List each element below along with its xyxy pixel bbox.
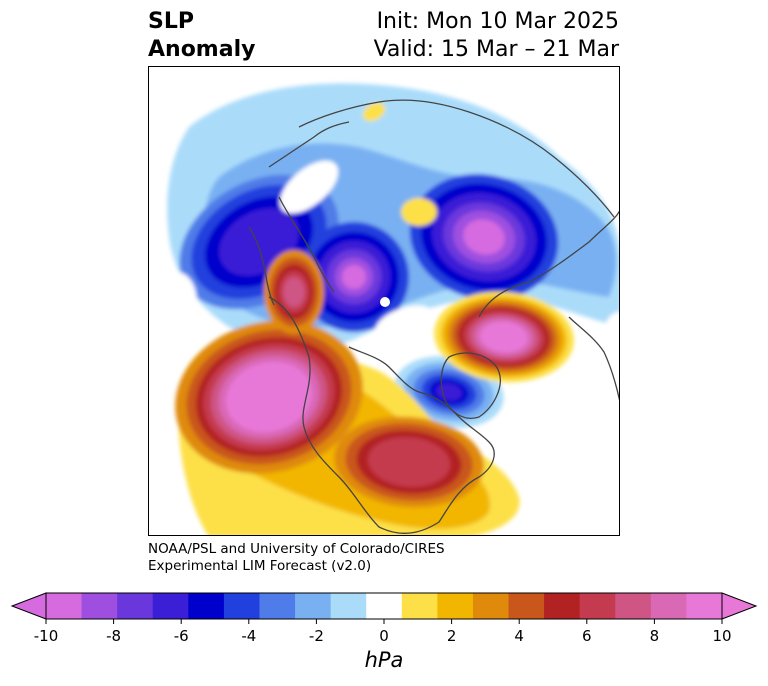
low-greenland-arctic-west [299,222,409,332]
high-northeast-pacific-contour [225,361,313,433]
colorbar-segment [46,593,83,619]
title-left: SLP Anomaly [148,8,255,64]
colorbar-tick-label: 2 [446,627,457,645]
coastline-segment [440,352,501,419]
high-central-canada-contour [401,198,437,226]
high-eastern-north-america-contour [367,437,451,487]
coastline-segment [298,99,615,218]
credit-text: NOAA/PSL and University of Colorado/CIRE… [148,541,445,575]
colorbar-segment [117,593,154,619]
colorbar-segment [544,593,581,619]
low-southern-greenland-contour [435,383,463,401]
title-field: SLP [148,9,194,34]
colorbar-segment [259,593,296,619]
colorbar-segment [472,593,510,619]
high-north-atlantic-scandinavia [434,291,574,383]
coastline-segment [278,196,335,293]
near-zero-region [375,305,433,339]
coastline-segment [268,296,495,534]
north-pole-marker [380,297,390,307]
colorbar-segment [686,593,723,619]
colorbar-tick-label: 6 [582,627,592,645]
near-zero-region [279,160,339,214]
colorbar-tick-label: 8 [649,627,660,645]
colorbar-tick-label: 10 [712,627,732,645]
init-date: Init: Mon 10 Mar 2025 [376,9,619,34]
credit-line2: Experimental LIM Forecast (v2.0) [148,558,372,574]
colorbar-segment [437,593,474,619]
high-east-siberia-contour [283,276,305,308]
slp-anomaly-map [157,83,619,535]
colorbar-segment [188,593,225,619]
high-east-siberia [264,250,324,334]
low-western-atlantic-europe [409,174,559,300]
credit-line1: NOAA/PSL and University of Colorado/CIRE… [148,541,445,557]
near-zero-region [157,272,197,332]
colorbar-tick-label: -2 [308,627,324,645]
colorbar-segment [330,593,367,619]
low-western-atlantic-europe-contour [463,219,505,255]
colorbar-segment [366,593,403,619]
title-kind: Anomaly [148,37,256,62]
units-label: hPa [364,648,404,672]
colorbar-segment [579,593,616,619]
colorbar-segment [152,593,189,619]
coastlines [248,99,619,534]
low-greenland-arctic-west-contour [341,264,367,290]
high-western-siberia-small [362,102,386,122]
near-zero-region [601,312,619,382]
colorbar-segment [650,593,687,619]
colorbar-tick-label: -8 [106,627,122,645]
colorbar-tick-label: -6 [173,627,189,645]
colorbar-extend-low [10,592,47,620]
colorbar-segment [615,593,652,619]
colorbar-tick-label: 0 [379,627,389,645]
valid-range: Valid: 15 Mar – 21 Mar [373,37,619,62]
high-north-atlantic-scandinavia-contour [480,321,528,353]
high-central-canada [401,198,437,226]
colorbar-segment [508,593,545,619]
colorbar-segment [223,593,260,619]
colorbar-tick-label: -10 [33,627,59,645]
colorbar [10,592,758,624]
colorbar-segment [401,593,438,619]
colorbar-segment [295,593,332,619]
coastline-segment [478,210,619,318]
map-panel [148,66,620,536]
coastline-segment [248,226,275,306]
colorbar-segment [81,593,118,619]
high-eastern-north-america [334,416,484,508]
colorbar-extend-high [721,592,758,620]
title-right: Init: Mon 10 Mar 2025 Valid: 15 Mar – 21… [374,8,619,64]
high-western-siberia-small-contour [362,102,386,122]
colorbar-tick-label: 4 [514,627,524,645]
colorbar-tick-label: -4 [241,627,257,645]
coastline-segment [568,316,619,401]
coastline-segment [268,121,350,168]
